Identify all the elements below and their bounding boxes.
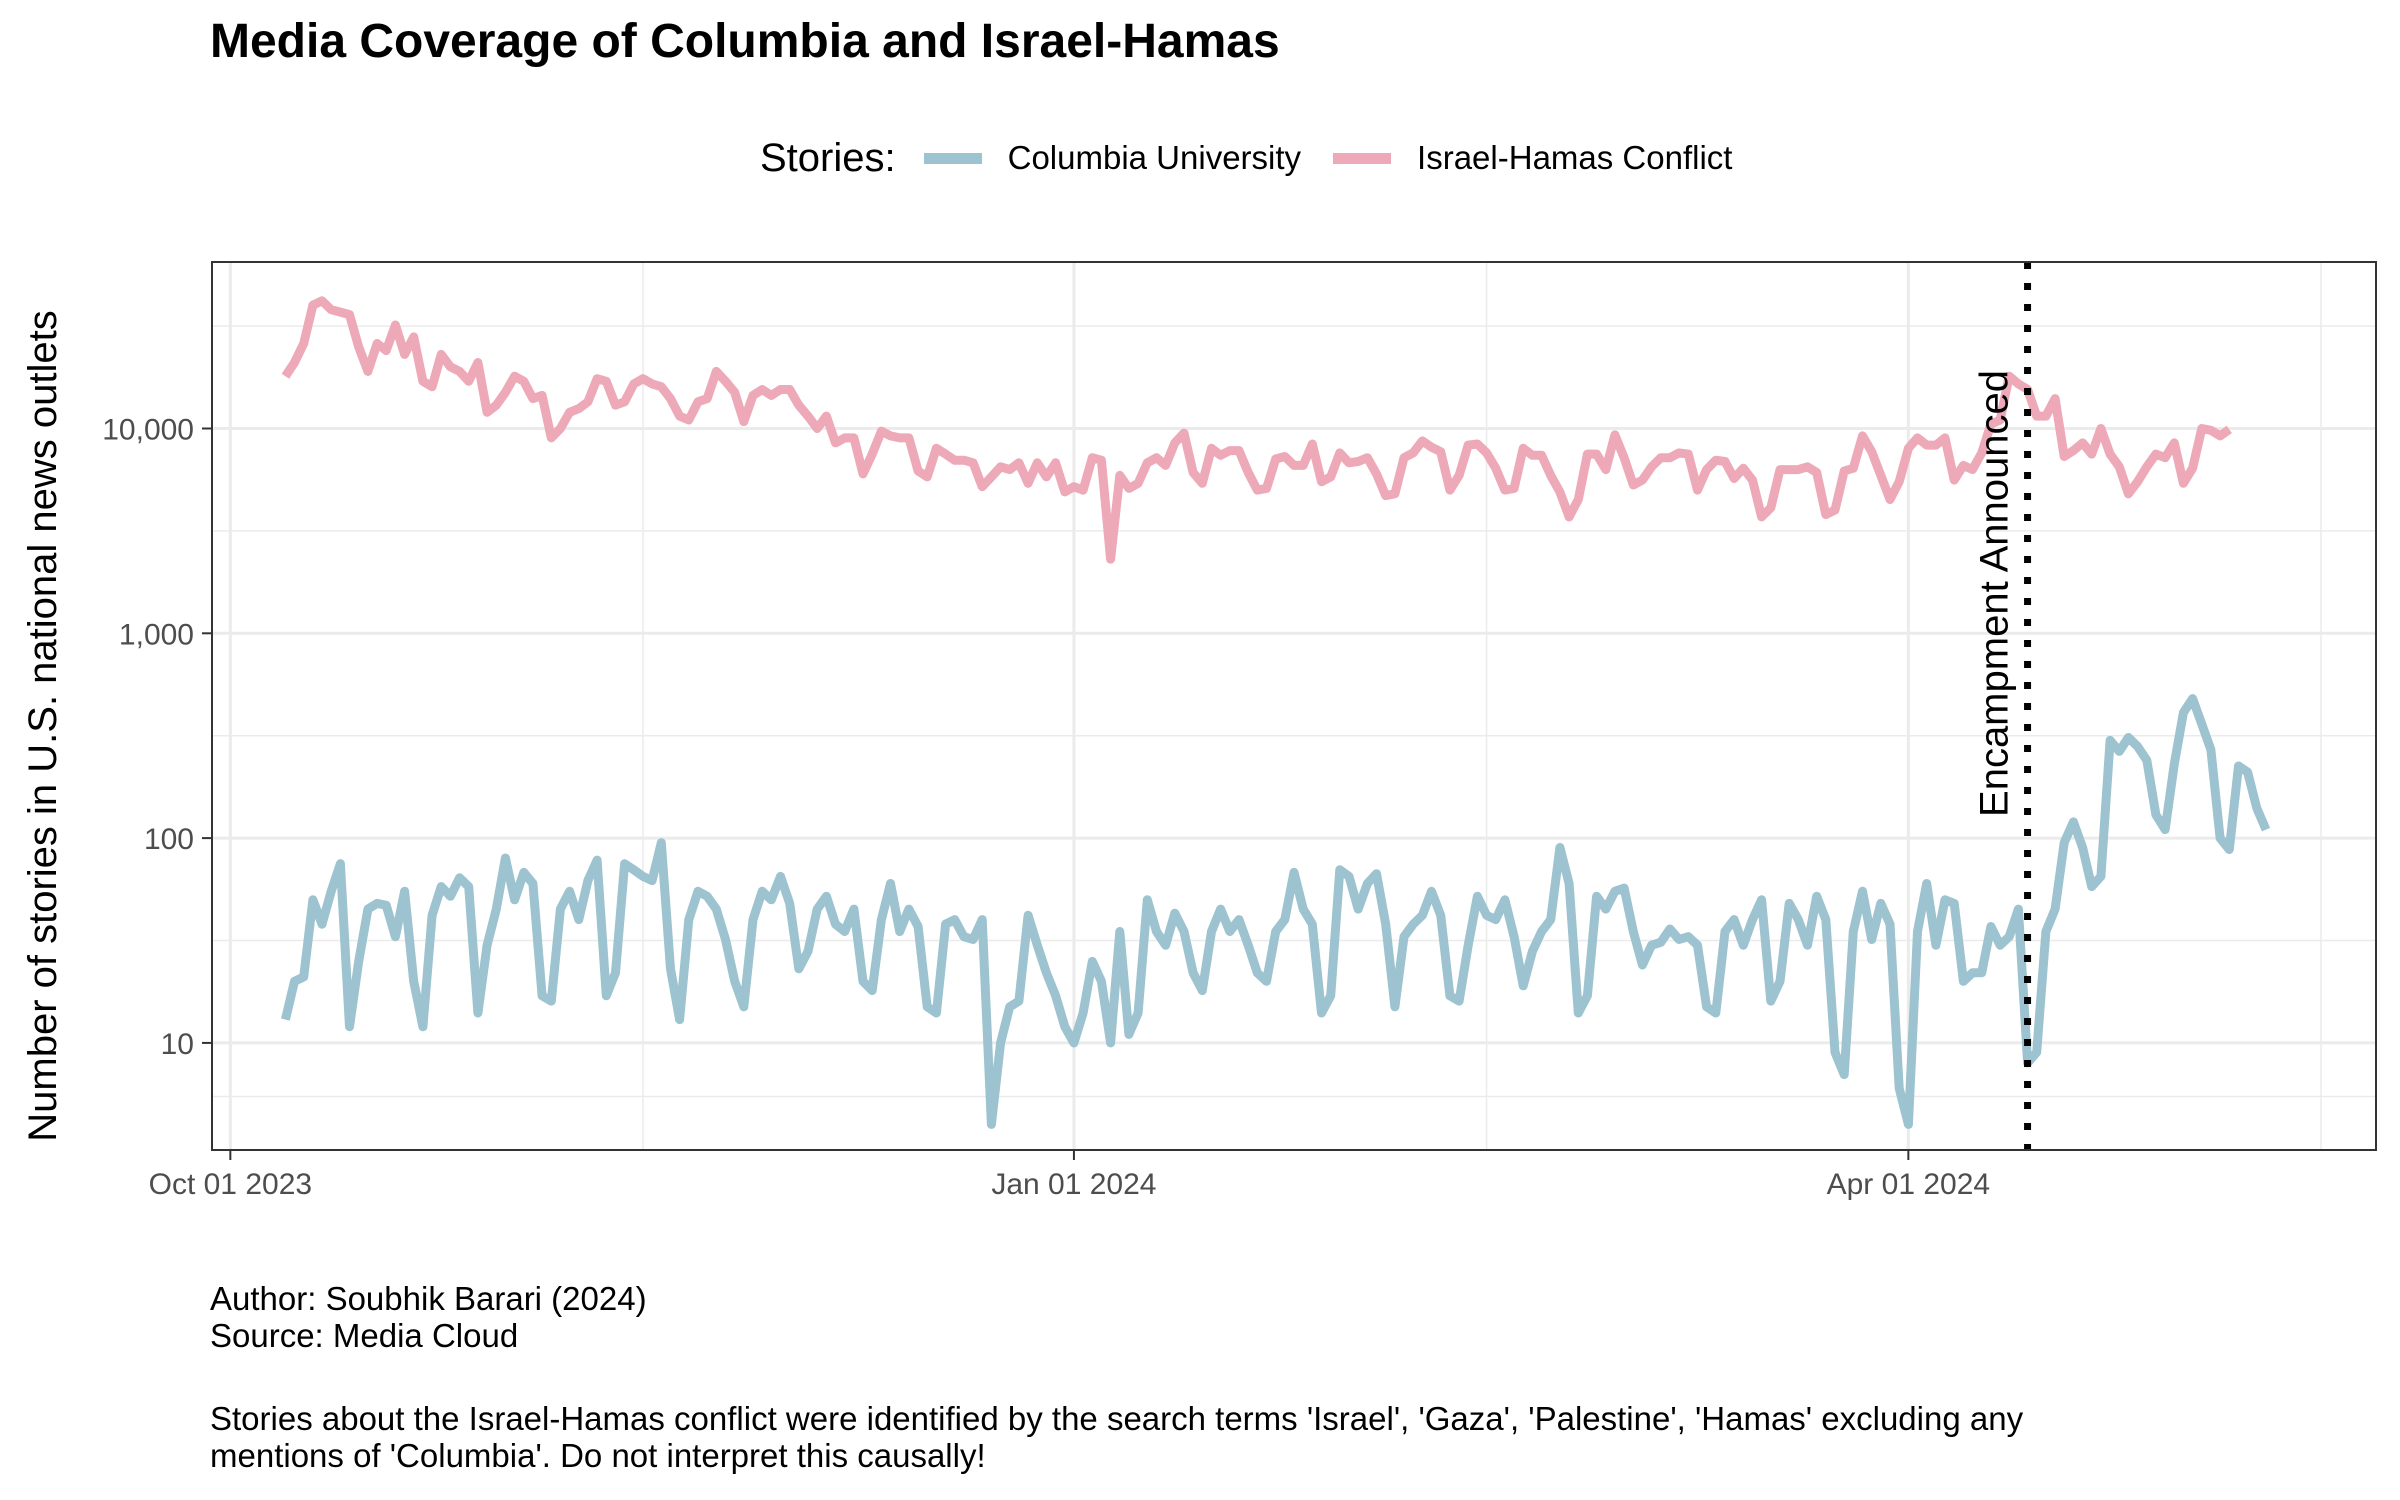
legend-key-israel-hamas [1333, 152, 1392, 164]
y-tick-label: 1,000 [119, 618, 194, 651]
annotation-layer: Encampment Announced [1973, 262, 2032, 1150]
plot-panel-border [211, 261, 2377, 1151]
grid [212, 262, 2376, 1150]
caption-author: Author: Soubhik Barari (2024) [210, 1280, 647, 1317]
y-tick-label: 10,000 [102, 413, 194, 446]
caption-note: Stories about the Israel-Hamas conflict … [210, 1400, 2023, 1474]
legend-key-columbia [923, 152, 982, 164]
caption-credits: Author: Soubhik Barari (2024) Source: Me… [210, 1280, 647, 1354]
legend-item-columbia: Columbia University [923, 139, 1302, 177]
x-tick-label: Oct 01 2023 [149, 1168, 312, 1201]
caption-source: Source: Media Cloud [210, 1317, 519, 1354]
legend-item-israel-hamas: Israel-Hamas Conflict [1333, 139, 1732, 177]
encampment-annotation-label: Encampment Announced [1973, 370, 2017, 817]
legend-title: Stories: [760, 135, 896, 180]
legend-label-columbia: Columbia University [1007, 139, 1302, 176]
axes: 10 100 1,000 10,000 Oct 01 2023 Jan 01 2024 Ap… [102, 413, 1990, 1201]
series-layer [281, 296, 2271, 1129]
chart-title: Media Coverage of Columbia and Israel-Ha… [210, 15, 1280, 68]
x-tick-label: Apr 01 2024 [1827, 1168, 1990, 1201]
y-tick-label: 10 [161, 1028, 194, 1061]
x-tick-label: Jan 01 2024 [991, 1168, 1156, 1201]
legend: Stories: Columbia University Israel-Hama… [760, 130, 1764, 186]
y-tick-label: 100 [144, 823, 194, 856]
caption-note-line2: mentions of 'Columbia'. Do not interpret… [210, 1437, 986, 1474]
y-axis-label: Number of stories in U.S. national news … [21, 310, 65, 1142]
series-line-columbia-university [281, 694, 2271, 1129]
series-line-israel-hamas-conflict [281, 296, 2232, 564]
legend-label-israel-hamas: Israel-Hamas Conflict [1417, 139, 1733, 176]
caption-note-line1: Stories about the Israel-Hamas conflict … [210, 1400, 2024, 1437]
